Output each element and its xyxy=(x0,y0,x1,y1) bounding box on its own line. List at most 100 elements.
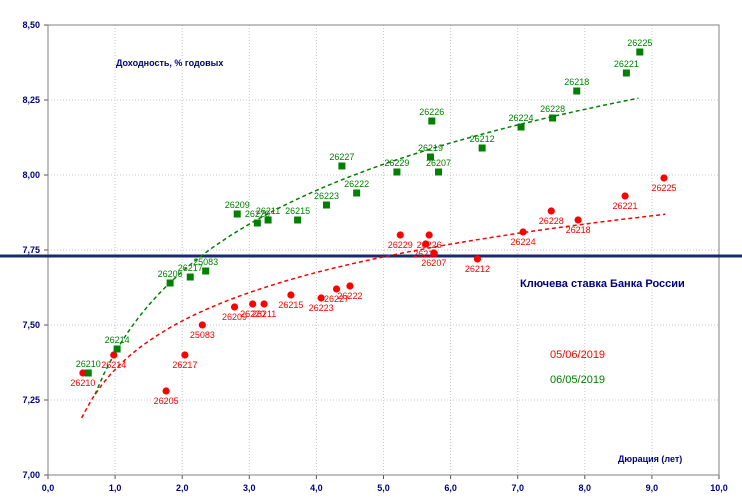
data-point-26210 xyxy=(79,369,87,377)
y-tick-label: 8,50 xyxy=(22,20,40,30)
data-point-26217 xyxy=(186,273,194,281)
point-label-26228: 26228 xyxy=(540,104,565,114)
point-label-26222: 26222 xyxy=(344,179,369,189)
data-point-26207 xyxy=(430,249,438,257)
data-point-26214 xyxy=(113,345,121,353)
data-point-26209 xyxy=(233,210,241,218)
point-label-26229: 26229 xyxy=(388,240,413,250)
y-tick-label: 7,50 xyxy=(22,320,40,330)
x-tick-label: 7,0 xyxy=(511,483,524,493)
y-axis-title: Доходность, % годовых xyxy=(116,58,223,68)
data-point-26227 xyxy=(338,162,346,170)
data-point-26220 xyxy=(249,300,257,308)
data-point-26221 xyxy=(622,69,630,77)
point-label-26211: 26211 xyxy=(252,309,276,319)
point-label-26224: 26224 xyxy=(509,113,534,123)
y-tick-label: 8,25 xyxy=(22,95,40,105)
data-point-26207 xyxy=(435,168,443,176)
x-tick-label: 8,0 xyxy=(579,483,592,493)
axes: 0,0 1,0 2,0 3,0 4,0 5,0 6,0 7,0 8,0 9,0 10,0 7,00 7,… xyxy=(22,20,727,493)
point-label-25083: 25083 xyxy=(193,257,218,267)
x-tick-label: 2,0 xyxy=(176,483,189,493)
data-point-26227 xyxy=(332,285,341,293)
point-label-26225: 26225 xyxy=(627,38,652,48)
point-label-26226: 26226 xyxy=(417,240,442,250)
point-label-26215: 26215 xyxy=(278,300,303,310)
data-point-26222 xyxy=(353,189,361,197)
data-point-26212 xyxy=(473,255,482,263)
data-point-26219 xyxy=(422,240,430,248)
point-label-26222: 26222 xyxy=(337,291,362,301)
data-point-26219 xyxy=(426,153,434,161)
x-tick-label: 5,0 xyxy=(377,483,390,493)
point-label-26229: 26229 xyxy=(384,158,409,168)
data-point-26211 xyxy=(260,300,268,308)
data-point-26209 xyxy=(230,303,239,311)
point-label-26218: 26218 xyxy=(564,77,589,87)
annotations: Доходность, % годовых Дюрация (лет) Ключ… xyxy=(116,58,685,464)
data-points xyxy=(79,48,668,395)
point-label-26223: 26223 xyxy=(309,303,334,313)
x-tick-label: 9,0 xyxy=(646,483,659,493)
point-label-26210: 26210 xyxy=(70,378,95,388)
data-point-26212 xyxy=(478,144,486,152)
point-label-26219: 26219 xyxy=(413,249,438,259)
point-label-26221: 26221 xyxy=(614,59,639,69)
data-point-26225 xyxy=(660,174,668,182)
data-point-26226 xyxy=(428,117,436,125)
data-point-26223 xyxy=(322,201,330,209)
data-point-26223 xyxy=(317,294,325,302)
point-label-26227: 26227 xyxy=(324,294,349,304)
gridlines xyxy=(48,25,719,475)
point-label-26223: 26223 xyxy=(314,191,339,201)
point-label-26211: 26211 xyxy=(256,206,280,216)
data-point-26215 xyxy=(294,216,302,224)
point-label-26207: 26207 xyxy=(421,258,446,268)
legend-item-05-06-2019: 05/06/2019 xyxy=(550,349,605,361)
data-point-26215 xyxy=(287,291,295,299)
data-point-26228 xyxy=(549,114,557,122)
data-point-25083 xyxy=(198,321,206,329)
point-label-26210: 26210 xyxy=(76,359,101,369)
x-tick-label: 0,0 xyxy=(42,483,55,493)
point-label-26226: 26226 xyxy=(419,107,444,117)
y-tick-label: 7,00 xyxy=(22,470,40,480)
data-point-26205 xyxy=(166,279,174,287)
trendline-05-06-2019 xyxy=(80,213,666,419)
data-point-26220 xyxy=(253,219,261,227)
point-label-26224: 26224 xyxy=(511,237,536,247)
legend-item-06-05-2019: 06/05/2019 xyxy=(550,374,605,386)
y-tick-label: 7,25 xyxy=(22,395,40,405)
data-point-26226 xyxy=(425,231,433,239)
point-label-26209: 26209 xyxy=(222,312,247,322)
plot-frame xyxy=(47,24,720,476)
trendline-06-05-2019 xyxy=(94,97,639,395)
data-point-26218 xyxy=(574,216,582,224)
data-point-26225 xyxy=(636,48,644,56)
x-tick-label: 10,0 xyxy=(710,483,728,493)
point-label-26220: 26220 xyxy=(240,309,265,319)
point-label-26205: 26205 xyxy=(158,269,183,279)
point-label-26227: 26227 xyxy=(329,152,354,162)
point-label-26218: 26218 xyxy=(566,225,591,235)
data-point-26224 xyxy=(519,228,527,236)
data-point-26221 xyxy=(621,192,629,200)
data-point-26228 xyxy=(547,207,555,215)
point-label-26209: 26209 xyxy=(225,200,250,210)
y-tick-label: 7,75 xyxy=(22,245,40,255)
data-point-26222 xyxy=(346,282,354,290)
point-label-26221: 26221 xyxy=(613,201,638,211)
x-tick-label: 1,0 xyxy=(109,483,122,493)
data-point-26229 xyxy=(396,231,404,239)
point-label-26214: 26214 xyxy=(105,335,130,345)
data-point-25083 xyxy=(202,267,210,275)
point-label-26228: 26228 xyxy=(539,216,564,226)
point-label-26219: 26219 xyxy=(418,143,443,153)
trendlines xyxy=(80,97,666,419)
point-label-26207: 26207 xyxy=(426,158,451,168)
data-point-26218 xyxy=(573,87,581,95)
legend: 05/06/2019 06/05/2019 xyxy=(550,349,605,386)
